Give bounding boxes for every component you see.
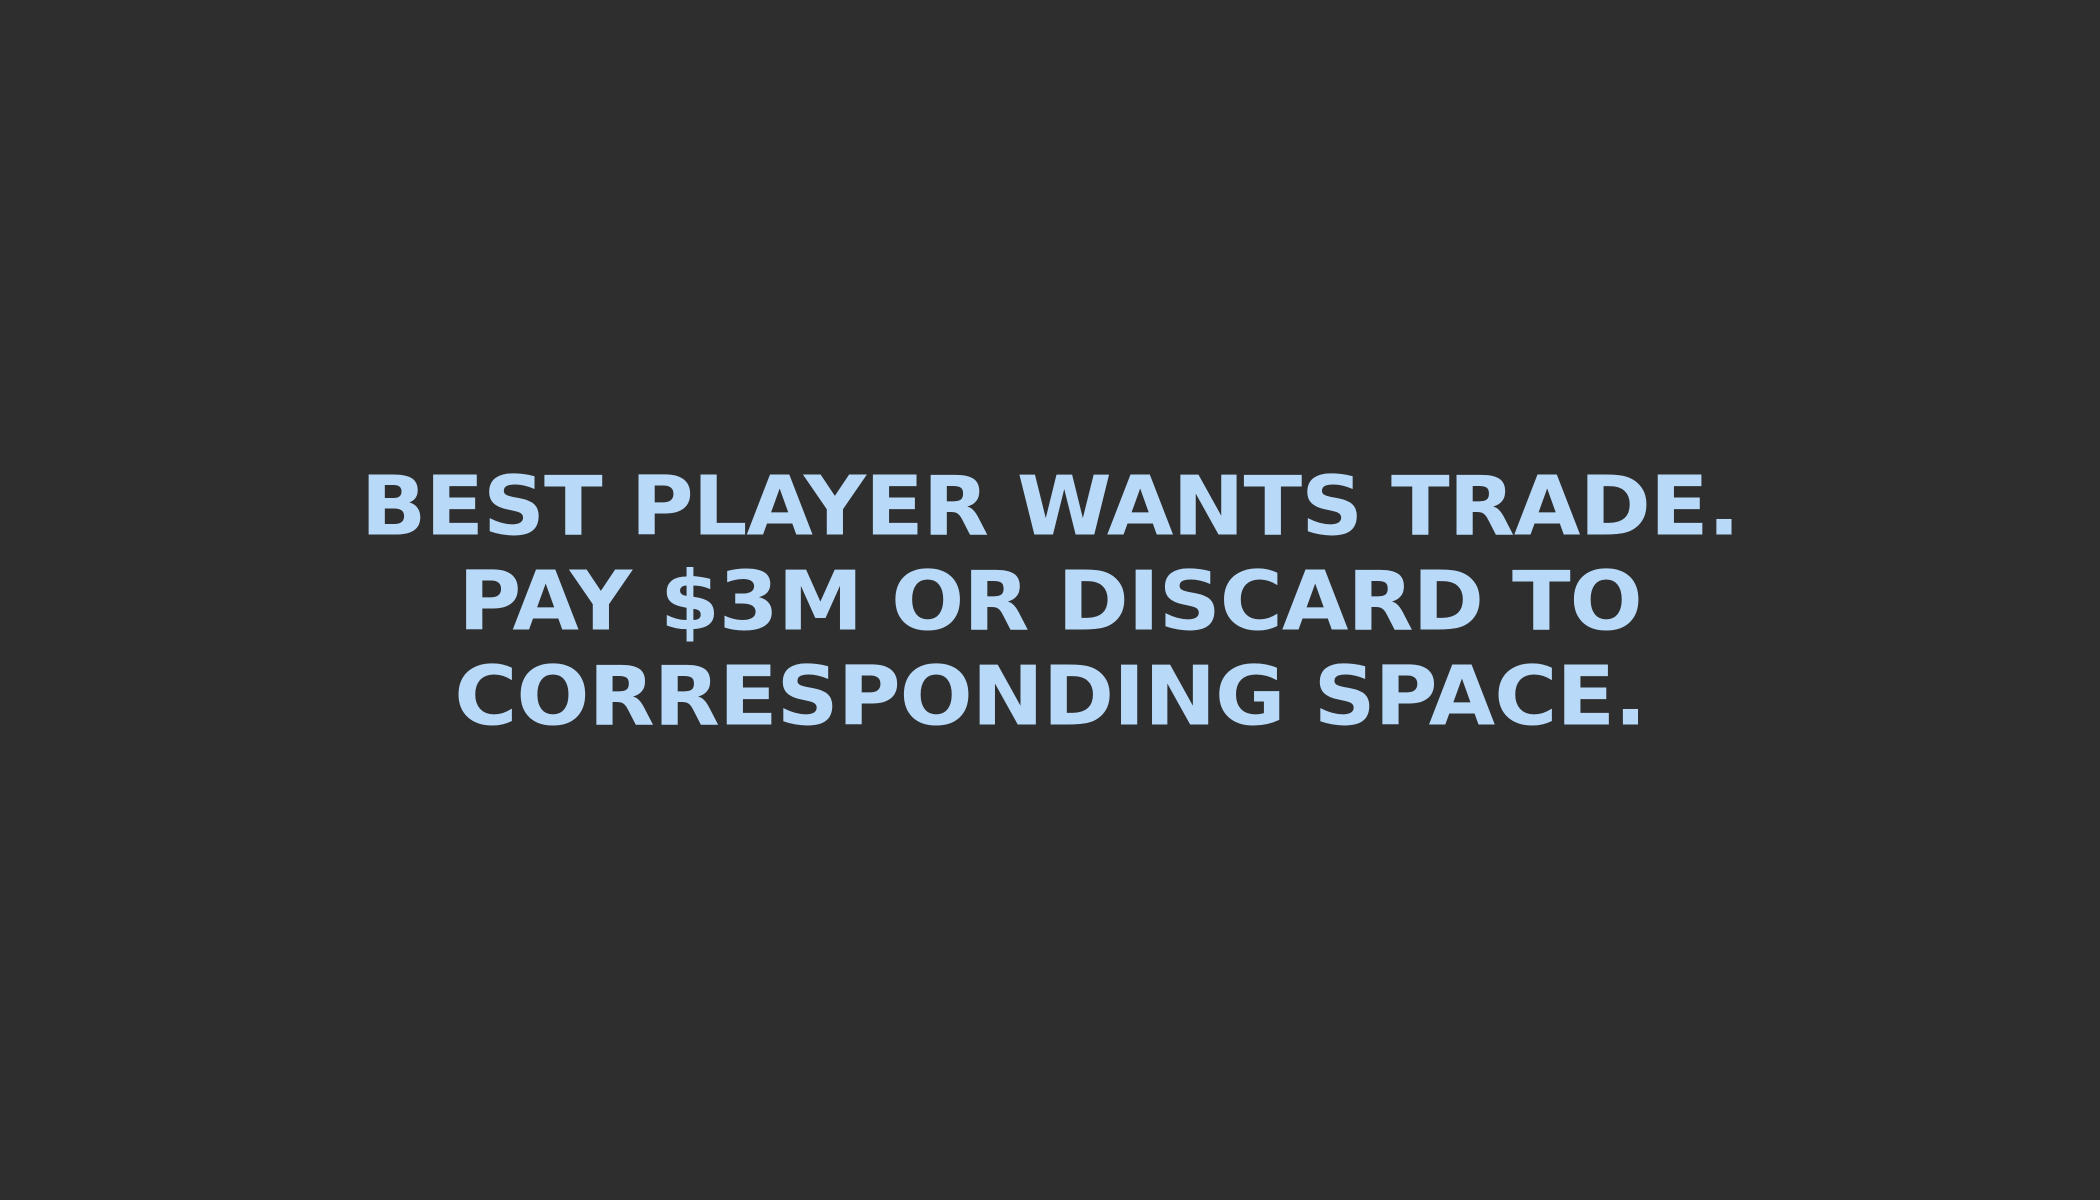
- card-message: BEST PLAYER WANTS TRADE. PAY $3M OR DISC…: [361, 460, 1740, 745]
- card-message-line-1: BEST PLAYER WANTS TRADE.: [360, 459, 1740, 555]
- card-message-line-3: CORRESPONDING SPACE.: [454, 649, 1647, 745]
- card-message-line-2: PAY $3M OR DISCARD TO: [458, 554, 1642, 650]
